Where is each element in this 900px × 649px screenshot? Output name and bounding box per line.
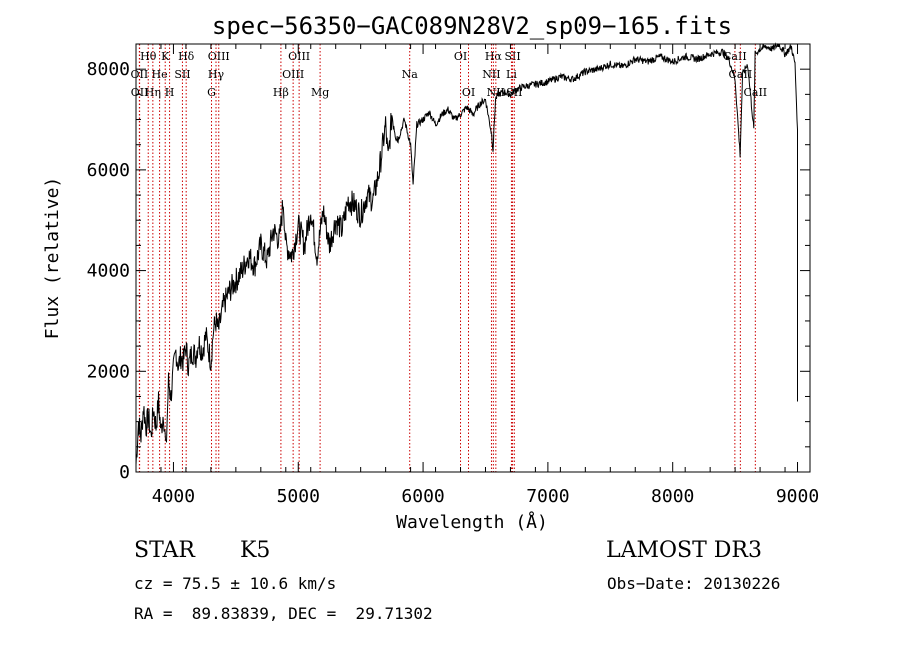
object-subclass: K5 [240, 538, 271, 563]
x-tick-label: 9000 [776, 486, 819, 507]
marker-label: Mg [311, 86, 329, 99]
observation-date: Obs−Date: 20130226 [607, 574, 781, 593]
marker-label: CaII [743, 86, 767, 99]
marker-label: OI [462, 86, 475, 99]
x-axis-label: Wavelength (Å) [396, 511, 548, 533]
object-class: STAR [134, 538, 195, 563]
axes: 4000 5000 6000 7000 8000 9000 0 2000 4000 6000 800… [87, 43, 819, 507]
survey-name: LAMOST DR3 [606, 538, 762, 563]
marker-label: Hγ [208, 68, 225, 81]
x-tick-label: 7000 [526, 486, 569, 507]
marker-label: SII [174, 68, 190, 81]
x-tick-label: 6000 [401, 486, 444, 507]
marker-label: Hβ [273, 86, 289, 99]
spectrum-series [135, 42, 798, 465]
marker-label: Hα [485, 50, 503, 63]
x-tick-label: 8000 [651, 486, 694, 507]
marker-label: SII [504, 50, 520, 63]
y-tick-label: 2000 [87, 361, 130, 382]
marker-label: K [161, 50, 170, 63]
y-tick-label: 4000 [87, 261, 130, 282]
chart-title: spec−56350−GAC089N28V2_sp09−165.fits [212, 12, 732, 40]
marker-label: OIII [208, 50, 230, 63]
marker-label: Na [402, 68, 419, 81]
y-tick-label: 6000 [87, 160, 130, 181]
marker-label: OII [131, 68, 149, 81]
marker-label: Hθ [140, 50, 157, 63]
marker-label: Hδ [178, 50, 195, 63]
marker-label: Li [506, 68, 517, 81]
marker-label: OII [131, 86, 149, 99]
marker-label: Hη [145, 86, 161, 99]
x-tick-label: 4000 [152, 486, 195, 507]
marker-label: OIII [282, 68, 304, 81]
spectrum-line [135, 42, 798, 465]
y-tick-label: 0 [119, 462, 130, 483]
marker-label: NII [482, 68, 500, 81]
marker-label: He [152, 68, 168, 81]
y-axis-label: Flux (relative) [42, 177, 63, 340]
x-tick-label: 5000 [277, 486, 320, 507]
marker-label: H [165, 86, 175, 99]
marker-label: OIII [288, 50, 310, 63]
marker-label: OI [454, 50, 467, 63]
plot-frame [135, 43, 811, 473]
y-tick-label: 8000 [87, 59, 130, 80]
ra-dec-coordinates: RA = 89.83839, DEC = 29.71302 [134, 604, 433, 623]
marker-label: G [207, 86, 216, 99]
redshift-cz: cz = 75.5 ± 10.6 km/s [134, 574, 337, 593]
